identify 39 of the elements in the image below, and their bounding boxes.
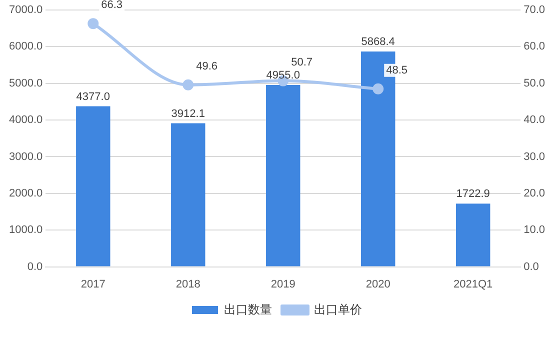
data-label: 5868.4 (361, 36, 395, 48)
y-tick-label: 3000.0 (8, 150, 43, 163)
data-label: 4377.0 (76, 90, 110, 103)
x-tick-label: 2017 (80, 278, 106, 290)
y-tick-label: 2000.0 (8, 187, 43, 200)
y-tick-label: 6000.0 (8, 40, 43, 53)
bar (456, 204, 490, 266)
data-label: 66.3 (101, 0, 123, 12)
bar (171, 123, 206, 266)
data-label: 3912.1 (171, 108, 205, 120)
y2-tick-label: 50.0 (524, 77, 546, 90)
y-tick-label: 5000.0 (8, 77, 43, 90)
legend-label: 出口数量 (224, 302, 272, 316)
y2-tick-label: 40.0 (524, 114, 546, 126)
y-tick-label: 1000.0 (8, 224, 43, 236)
data-label: 50.7 (291, 56, 313, 68)
y2-tick-label: 60.0 (524, 40, 546, 53)
y2-tick-label: 10.0 (524, 224, 546, 236)
y2-tick-label: 70.0 (524, 4, 546, 16)
bar (266, 85, 300, 266)
point (88, 18, 99, 30)
y-tick-label: 7000.0 (8, 4, 43, 16)
y2-tick-label: 20.0 (524, 187, 546, 200)
legend-label: 出口单价 (314, 302, 362, 316)
x-tick-label: 2018 (176, 278, 200, 290)
data-label: 48.5 (386, 64, 408, 76)
x-tick-label: 2021Q1 (454, 278, 493, 290)
bar (76, 106, 110, 266)
x-tick-label: 2019 (270, 278, 296, 290)
x-tick-label: 2020 (366, 278, 390, 290)
y-tick-label: 4000.0 (8, 114, 43, 126)
data-label: 1722.9 (456, 188, 490, 200)
data-label: 49.6 (196, 60, 218, 72)
y2-tick-label: 0.0 (524, 260, 539, 273)
point (182, 79, 194, 90)
point (372, 83, 384, 94)
data-label: 4955.0 (266, 70, 300, 82)
y-tick-label: 0.0 (27, 260, 43, 273)
y2-tick-label: 30.0 (524, 150, 546, 163)
